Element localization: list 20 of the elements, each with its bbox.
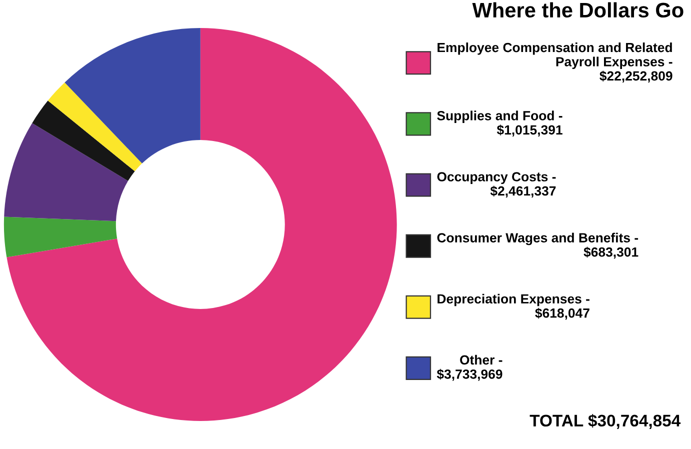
donut-slice xyxy=(64,28,200,164)
legend-label: Occupancy Costs - xyxy=(437,172,556,184)
legend-label: Supplies and Food - xyxy=(437,110,562,123)
data-label: $618,047 xyxy=(535,308,590,320)
legend-label: Consumer Wages and Benefits - xyxy=(437,232,638,246)
legend-label: Depreciation Expenses - xyxy=(438,294,590,306)
legend-label: Other - xyxy=(460,354,502,365)
data-label: $22,252,809 xyxy=(600,70,672,83)
donut-slice xyxy=(4,216,118,258)
donut-slice xyxy=(48,82,142,172)
text: TOTAL $30,764,854 xyxy=(530,414,681,429)
legend-label: Employee Compensation and Related Payroll Expenses - xyxy=(438,42,672,70)
data-label: $1,015,391 xyxy=(496,124,562,136)
chart-title: Where the Dollars Go xyxy=(472,2,684,18)
data-label: $2,461,337 xyxy=(490,186,556,198)
data-label: $3,733,969 xyxy=(436,368,502,381)
donut-slice xyxy=(4,123,128,222)
donut-slice xyxy=(6,28,397,421)
data-label: $683,301 xyxy=(584,246,638,259)
donut-slice xyxy=(32,100,135,181)
